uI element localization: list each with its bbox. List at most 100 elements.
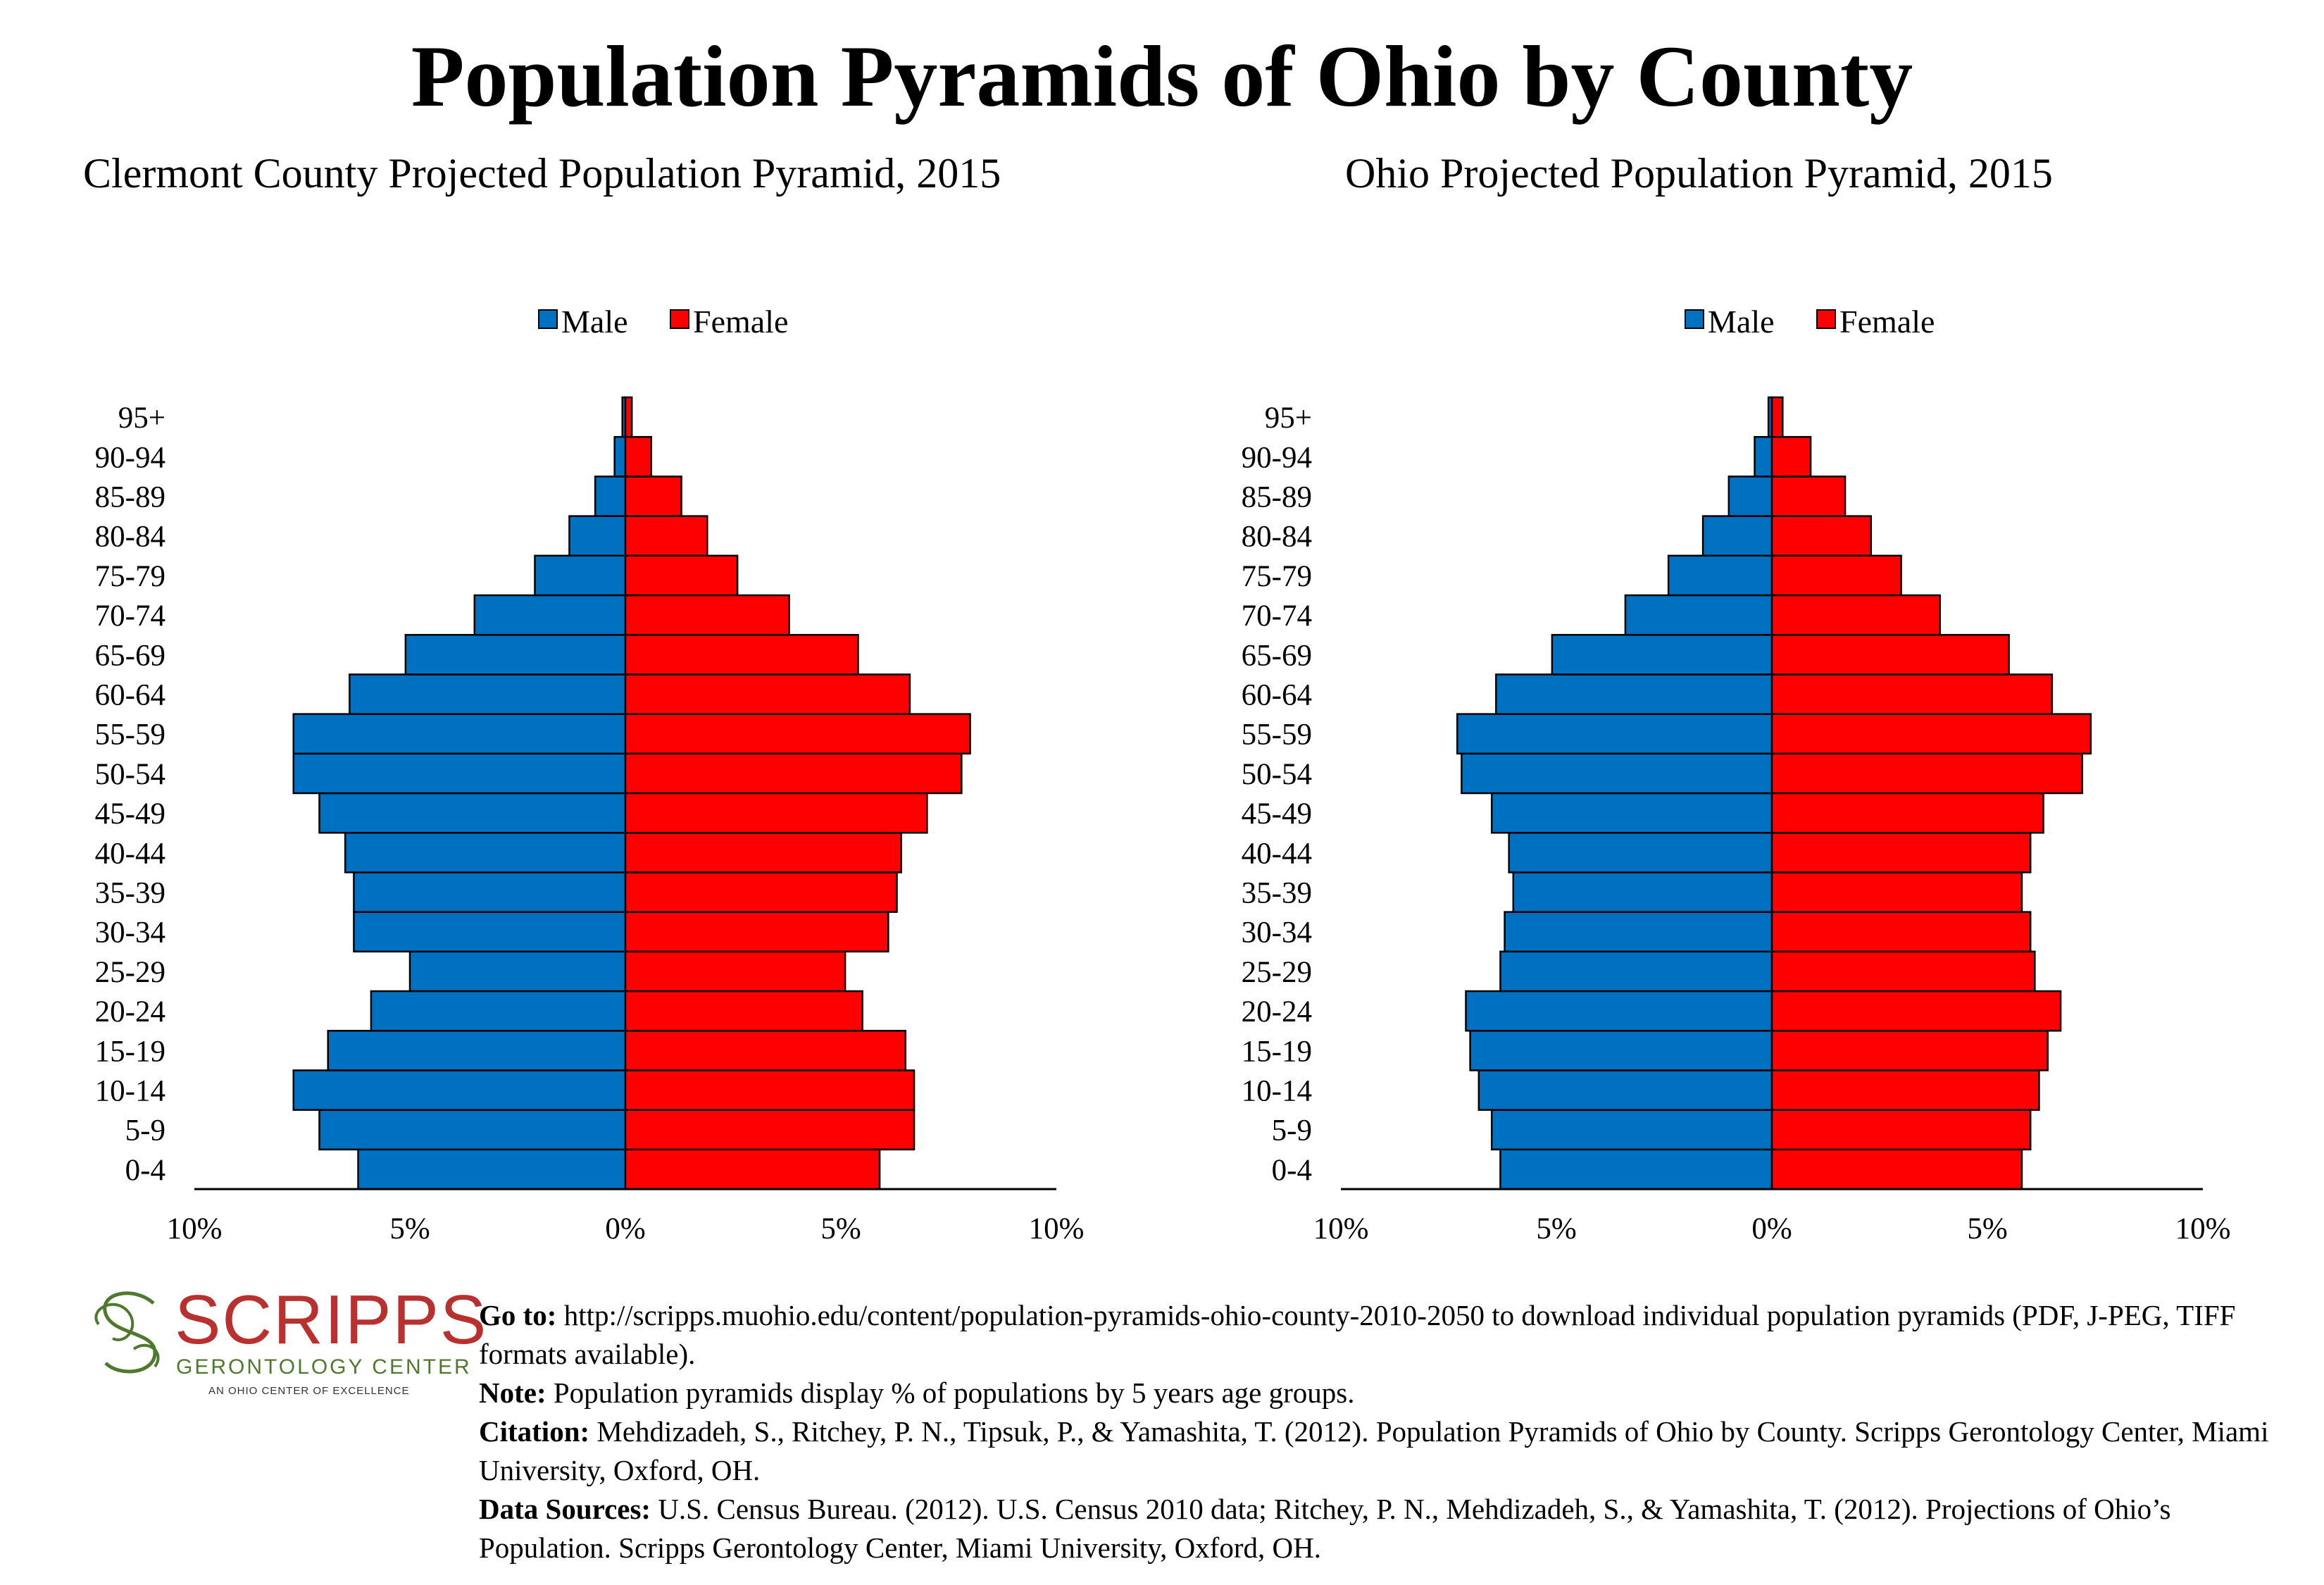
x-tick-label: 0% — [605, 1212, 645, 1245]
legend-label-female: Female — [1839, 304, 1935, 340]
bar-female-0-4 — [1770, 1148, 2023, 1191]
bar-male-90-94 — [613, 435, 627, 478]
age-label: 70-74 — [95, 599, 165, 633]
age-label: 30-34 — [95, 916, 165, 950]
bar-female-0-4 — [624, 1148, 881, 1191]
legend: Male Female — [538, 304, 788, 340]
age-label: 70-74 — [1242, 599, 1312, 633]
bar-female-25-29 — [624, 950, 846, 993]
bar-male-70-74 — [1624, 594, 1773, 636]
scripps-swirl-icon — [94, 1291, 160, 1374]
bar-male-35-39 — [353, 871, 627, 913]
bar-male-0-4 — [1499, 1148, 1773, 1191]
age-label: 55-59 — [1242, 719, 1312, 752]
age-label: 25-29 — [1242, 956, 1312, 989]
chart-title-ohio: Ohio Projected Population Pyramid, 2015 — [1345, 150, 2053, 197]
bar-male-35-39 — [1512, 871, 1773, 913]
bar-male-0-4 — [357, 1148, 627, 1191]
bar-female-35-39 — [624, 871, 898, 913]
age-label: 35-39 — [95, 877, 165, 910]
citation-label: Citation: — [479, 1415, 590, 1448]
bar-male-30-34 — [353, 911, 627, 953]
legend-label-female: Female — [693, 304, 788, 340]
pyramid-chart-clermont: Male Female 0-4 5-9 10-14 15-19 20-24 25-29 30-3… — [95, 304, 1085, 1245]
citation-note: Citation: Mehdizadeh, S., Ritchey, P. N.… — [479, 1412, 2310, 1490]
bar-female-55-59 — [624, 713, 971, 755]
bar-male-60-64 — [1495, 673, 1773, 715]
bar-male-85-89 — [594, 476, 627, 517]
bar-male-5-9 — [1490, 1109, 1773, 1151]
bar-female-15-19 — [1770, 1029, 2049, 1071]
legend-swatch-male — [538, 309, 558, 329]
bar-male-60-64 — [349, 673, 627, 715]
age-label: 65-69 — [95, 639, 165, 672]
x-tick-label: 5% — [820, 1212, 861, 1245]
bar-male-10-14 — [292, 1069, 627, 1111]
bar-female-90-94 — [1770, 435, 1812, 478]
display-note: Note: Population pyramids display % of p… — [479, 1374, 2310, 1412]
bar-female-85-89 — [624, 476, 682, 517]
bar-female-95+ — [1770, 396, 1784, 438]
bar-female-10-14 — [624, 1069, 916, 1111]
x-tick-label: 10% — [2175, 1212, 2231, 1245]
note-text: Population pyramids display % of populat… — [553, 1376, 1355, 1409]
bar-female-5-9 — [1770, 1109, 2032, 1151]
legend-label-male: Male — [1708, 304, 1775, 340]
bar-female-60-64 — [624, 673, 911, 715]
bar-male-80-84 — [1701, 515, 1773, 557]
bar-female-70-74 — [1770, 594, 1941, 636]
bar-female-65-69 — [1770, 633, 2010, 676]
bar-male-25-29 — [1499, 950, 1773, 993]
pyramid-chart-ohio: Male Female 0-4 5-9 10-14 15-19 20-24 25-29 30-3… — [1242, 304, 2231, 1245]
bar-male-45-49 — [1490, 792, 1773, 834]
age-label: 30-34 — [1242, 916, 1312, 950]
bar-male-50-54 — [1461, 752, 1773, 795]
bar-male-25-29 — [408, 950, 627, 993]
bar-female-60-64 — [1770, 673, 2054, 715]
x-tick-label: 5% — [389, 1212, 430, 1245]
age-label: 15-19 — [1242, 1035, 1312, 1068]
bar-male-75-79 — [534, 554, 627, 597]
x-tick-label: 10% — [1029, 1212, 1085, 1245]
bar-male-65-69 — [1551, 633, 1773, 676]
bar-male-55-59 — [1456, 713, 1773, 755]
sources-text: U.S. Census Bureau. (2012). U.S. Census … — [479, 1493, 2171, 1564]
bar-male-50-54 — [292, 752, 627, 795]
x-tick-label: 0% — [1751, 1212, 1792, 1245]
bar-female-85-89 — [1770, 476, 1847, 517]
bar-male-90-94 — [1754, 435, 1773, 478]
age-label: 10-14 — [1242, 1075, 1312, 1108]
x-tick-label: 5% — [1536, 1212, 1576, 1245]
chart-title-clermont: Clermont County Projected Population Pyr… — [83, 150, 1001, 197]
age-label: 40-44 — [1242, 837, 1312, 870]
bar-female-20-24 — [624, 990, 863, 1032]
legend: Male Female — [1685, 304, 1935, 340]
goto-label: Go to: — [479, 1299, 557, 1331]
age-label: 85-89 — [95, 481, 165, 514]
logo-subtitle: GERONTOLOGY CENTER — [176, 1355, 472, 1379]
note-label: Note: — [479, 1376, 546, 1409]
bar-male-85-89 — [1728, 476, 1773, 517]
bar-male-70-74 — [473, 594, 627, 636]
age-label: 75-79 — [95, 560, 165, 593]
goto-link[interactable]: http://scripps.muohio.edu/content/popula… — [479, 1299, 2236, 1370]
age-label: 45-49 — [95, 797, 165, 831]
age-label: 5-9 — [125, 1114, 165, 1148]
age-label: 95+ — [118, 402, 165, 435]
bar-female-95+ — [624, 396, 633, 438]
x-tick-label: 10% — [167, 1212, 223, 1245]
age-label: 90-94 — [95, 441, 165, 474]
bar-male-65-69 — [404, 633, 627, 676]
age-label: 45-49 — [1242, 797, 1312, 831]
bar-female-40-44 — [624, 831, 902, 874]
logo-wordmark: SCRIPPS — [175, 1281, 488, 1358]
sources-label: Data Sources: — [479, 1493, 651, 1525]
age-label: 65-69 — [1242, 639, 1312, 672]
age-label: 10-14 — [95, 1075, 165, 1108]
bar-male-80-84 — [568, 515, 627, 557]
age-label: 40-44 — [95, 837, 165, 870]
bar-female-30-34 — [624, 911, 889, 953]
age-label: 50-54 — [1242, 758, 1312, 791]
x-tick-label: 5% — [1967, 1212, 2007, 1245]
footnotes: Go to: http://scripps.muohio.edu/content… — [479, 1296, 2310, 1567]
